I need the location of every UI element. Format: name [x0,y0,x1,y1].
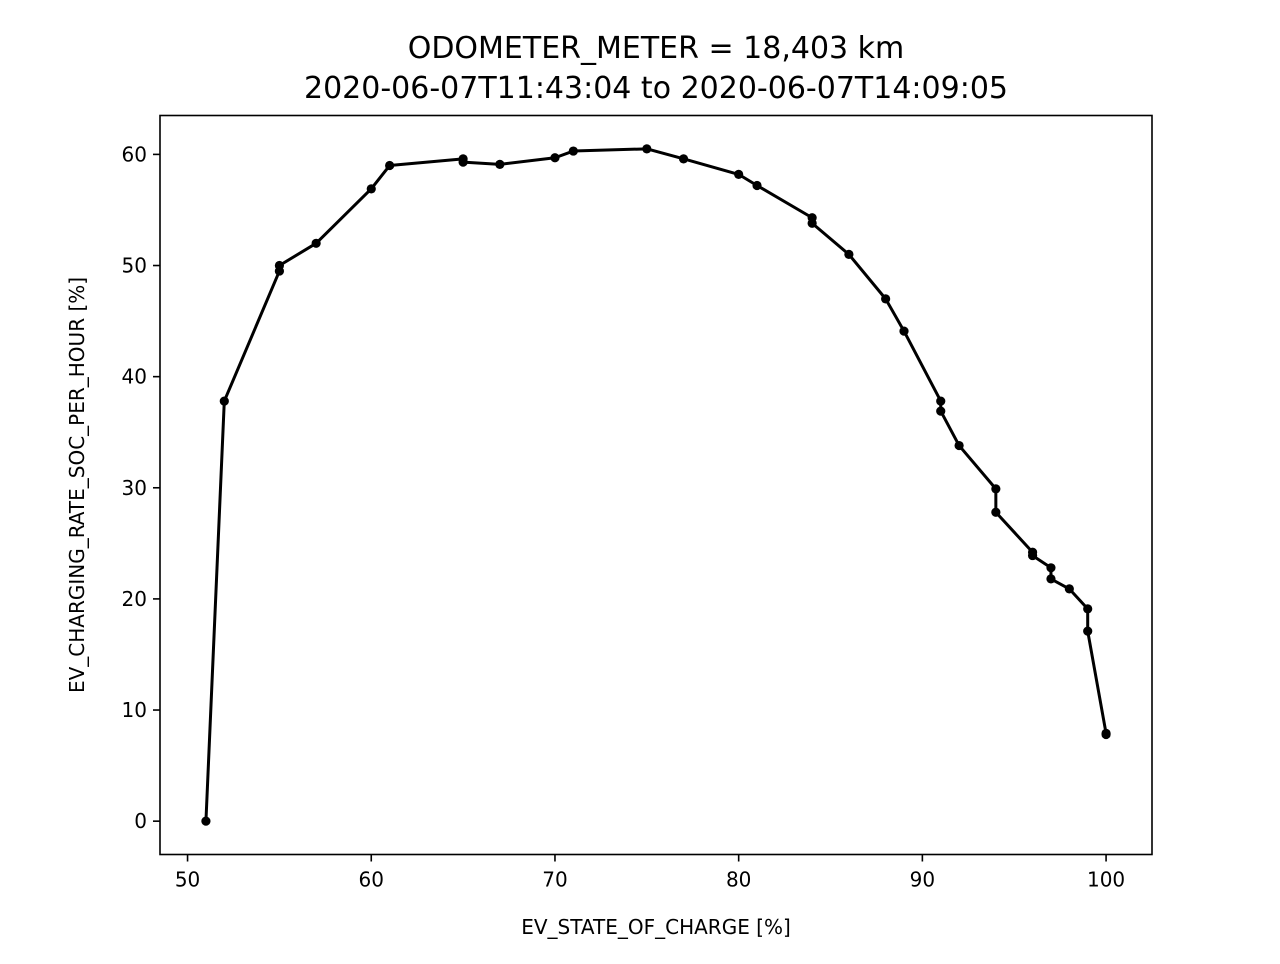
data-point [458,157,468,167]
data-point [1046,563,1056,573]
data-point [1064,584,1074,594]
x-axis: 50 60 70 80 90 100 [175,854,1125,892]
y-tick-label: 30 [122,476,147,500]
data-point [899,326,909,336]
data-point [568,146,578,156]
data-point [1027,550,1038,561]
data-point [991,507,1001,517]
data-point [954,440,964,451]
y-axis: 0 10 20 30 40 50 60 [122,142,160,833]
y-tick-label: 40 [122,365,147,389]
data-point [936,396,946,406]
data-point [807,218,817,228]
data-point [1046,574,1056,584]
data-point [385,160,395,171]
data-point [752,180,762,191]
data-point [678,154,689,164]
data-point [1083,604,1093,614]
data-point [734,169,744,179]
y-tick-label: 10 [122,698,147,722]
data-point [201,816,211,826]
x-tick-label: 50 [175,868,200,892]
data-point [642,144,652,154]
x-tick-label: 80 [726,868,751,892]
data-point [366,184,376,194]
x-tick-label: 100 [1087,868,1125,892]
y-tick-label: 0 [134,809,147,833]
data-point [1101,729,1111,740]
data-point [550,153,560,163]
x-tick-label: 70 [542,868,567,892]
data-point [844,249,854,260]
y-tick-label: 50 [122,254,147,278]
plot-frame [159,114,1153,856]
chart-title-line2: 2020-06-07T11:43:04 to 2020-06-07T14:09:… [304,71,1008,106]
y-tick-label: 20 [122,587,147,611]
y-tick-label: 60 [122,142,147,166]
data-point [311,238,321,248]
data-point [219,396,229,406]
data-point [495,159,505,169]
x-tick-label: 90 [910,868,935,892]
plot-area [201,144,1111,826]
x-axis-label: EV_STATE_OF_CHARGE [%] [521,915,791,939]
data-point [881,294,891,304]
data-point [1083,626,1093,636]
data-point [991,484,1001,494]
data-point [274,260,285,271]
data-point [936,406,946,416]
x-tick-label: 60 [359,868,384,892]
chart-title-line1: ODOMETER_METER = 18,403 km [408,31,905,66]
y-axis-label: EV_CHARGING_RATE_SOC_PER_HOUR [%] [65,277,89,693]
